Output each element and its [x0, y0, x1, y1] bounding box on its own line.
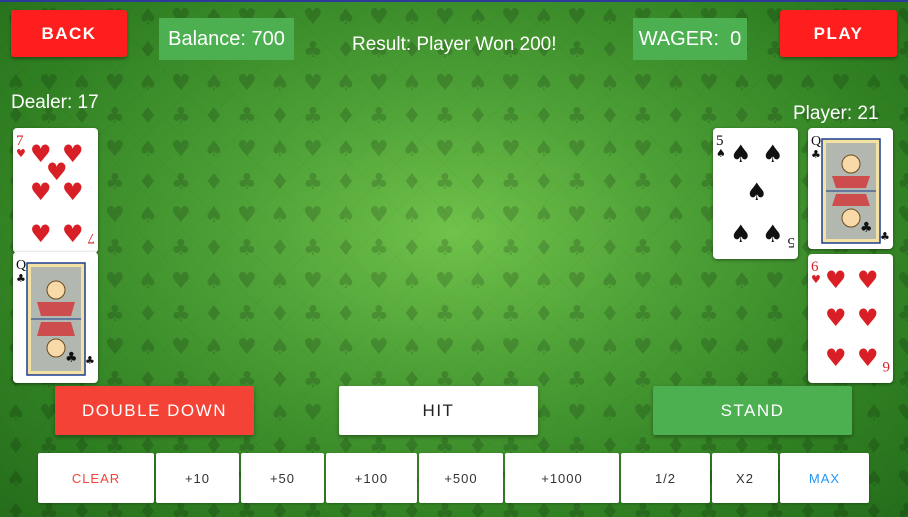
svg-text:♠: ♠ [730, 220, 752, 248]
svg-text:♣: ♣ [880, 230, 890, 243]
double-wager-button[interactable]: X2 [712, 453, 778, 503]
svg-text:♥: ♥ [62, 178, 84, 206]
svg-text:♥: ♥ [30, 178, 52, 206]
svg-text:♠: ♠ [716, 147, 726, 160]
play-button[interactable]: PLAY [780, 10, 897, 57]
svg-text:♥: ♥ [857, 344, 879, 372]
svg-text:♥: ♥ [30, 220, 52, 248]
svg-text:Q: Q [16, 258, 26, 273]
hearts-icon: 6 ♥ ♥ ♥ ♥ ♥ ♥ ♥ 6 [811, 259, 890, 374]
stand-button[interactable]: STAND [653, 386, 852, 435]
dealer-score: Dealer: 17 [11, 92, 99, 113]
svg-text:♥: ♥ [857, 304, 879, 332]
player-card-6-hearts: 6 ♥ ♥ ♥ ♥ ♥ ♥ ♥ 6 [808, 254, 893, 383]
svg-text:♠: ♠ [762, 220, 784, 248]
balance-display: Balance: 700 [159, 18, 294, 60]
player-score: Player: 21 [793, 103, 879, 124]
add-10-button[interactable]: +10 [156, 453, 239, 503]
add-100-button[interactable]: +100 [326, 453, 417, 503]
svg-text:Q: Q [811, 134, 821, 149]
hit-button[interactable]: HIT [339, 386, 538, 435]
svg-text:7: 7 [87, 230, 95, 246]
dealer-card-7-hearts: 7 ♥ ♥ ♥ ♥ ♥ ♥ ♥ ♥ 7 [13, 128, 98, 253]
svg-text:♥: ♥ [825, 344, 847, 372]
clubs-icon: Q ♣ ♣ ♣ [811, 134, 890, 244]
svg-text:5: 5 [788, 234, 796, 250]
svg-text:♥: ♥ [857, 266, 879, 294]
spades-icon: 5 ♠ ♠ ♠ ♠ ♠ ♠ 5 [716, 133, 796, 250]
clubs-icon: Q ♣ ♣ ♣ [16, 258, 95, 376]
dealer-card-queen-clubs: Q ♣ ♣ ♣ [13, 252, 98, 383]
svg-text:♠: ♠ [730, 140, 752, 168]
svg-text:♣: ♣ [85, 354, 95, 367]
svg-text:♥: ♥ [62, 220, 84, 248]
svg-text:♣: ♣ [811, 148, 821, 161]
svg-text:♥: ♥ [62, 140, 84, 168]
max-wager-button[interactable]: MAX [780, 453, 869, 503]
wager-chip-bar: CLEAR +10 +50 +100 +500 +1000 1/2 X2 MAX [38, 453, 869, 503]
svg-text:♥: ♥ [825, 266, 847, 294]
svg-text:♣: ♣ [16, 272, 26, 285]
top-border [0, 0, 908, 2]
add-1000-button[interactable]: +1000 [505, 453, 619, 503]
svg-text:5: 5 [716, 133, 724, 149]
svg-text:♠: ♠ [746, 178, 768, 206]
svg-text:6: 6 [882, 358, 890, 374]
svg-text:7: 7 [16, 133, 24, 149]
svg-text:♥: ♥ [30, 140, 52, 168]
svg-text:♣: ♣ [65, 350, 78, 366]
svg-text:♥: ♥ [825, 304, 847, 332]
wager-display: WAGER: 0 [633, 18, 747, 60]
clear-wager-button[interactable]: CLEAR [38, 453, 154, 503]
svg-text:♣: ♣ [860, 220, 873, 236]
svg-text:♥: ♥ [811, 273, 821, 286]
player-card-queen-clubs: Q ♣ ♣ ♣ [808, 128, 893, 249]
svg-text:♥: ♥ [16, 147, 26, 160]
hearts-icon: 7 ♥ ♥ ♥ ♥ ♥ ♥ ♥ ♥ 7 [16, 133, 95, 248]
svg-text:6: 6 [811, 259, 819, 275]
player-card-5-spades: 5 ♠ ♠ ♠ ♠ ♠ ♠ 5 [713, 128, 798, 259]
svg-text:♠: ♠ [762, 140, 784, 168]
svg-text:♥: ♥ [46, 158, 68, 186]
half-wager-button[interactable]: 1/2 [621, 453, 710, 503]
result-message: Result: Player Won 200! [352, 34, 557, 55]
double-down-button[interactable]: DOUBLE DOWN [55, 386, 254, 435]
add-50-button[interactable]: +50 [241, 453, 324, 503]
back-button[interactable]: BACK [11, 10, 127, 57]
add-500-button[interactable]: +500 [419, 453, 503, 503]
